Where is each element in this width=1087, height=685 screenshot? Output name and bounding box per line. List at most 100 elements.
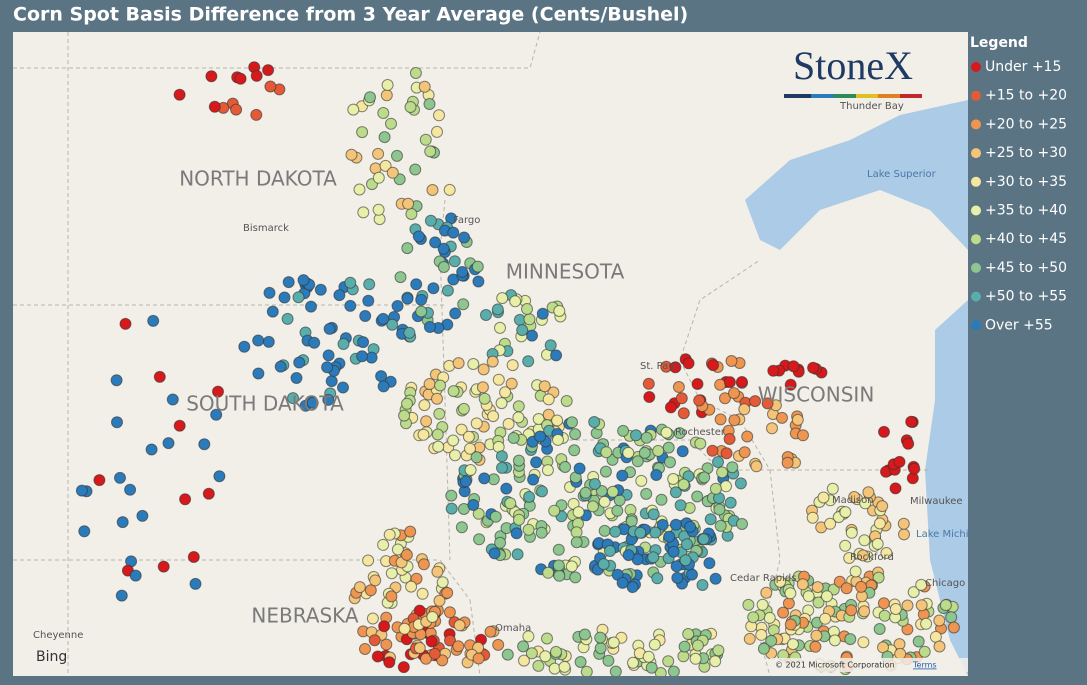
location-point <box>495 397 508 410</box>
location-point <box>314 283 327 296</box>
location-point <box>617 424 630 437</box>
location-point <box>425 635 438 648</box>
location-point <box>459 475 472 488</box>
location-point <box>893 455 906 468</box>
location-point <box>626 581 639 594</box>
location-point <box>915 599 928 612</box>
location-point <box>189 577 202 590</box>
location-point <box>432 440 445 453</box>
legend-title: Legend <box>970 35 1028 51</box>
location-point <box>565 560 578 573</box>
location-point <box>379 159 392 172</box>
location-point <box>145 443 158 456</box>
location-point <box>709 655 722 668</box>
location-point <box>403 326 416 339</box>
location-point <box>110 374 123 387</box>
location-point <box>781 456 794 469</box>
location-point <box>691 639 704 652</box>
location-point <box>263 286 276 299</box>
legend-label[interactable]: +25 to +30 <box>985 145 1067 161</box>
location-point <box>322 393 335 406</box>
location-point <box>548 504 561 517</box>
location-point <box>669 486 682 499</box>
location-point <box>501 648 514 661</box>
location-point <box>409 163 422 176</box>
location-point <box>542 566 555 579</box>
location-point <box>401 397 413 410</box>
location-point <box>431 565 444 578</box>
location-point <box>305 300 317 313</box>
location-point <box>423 98 436 110</box>
location-point <box>704 513 717 526</box>
location-point <box>713 503 726 516</box>
legend-label[interactable]: +40 to +45 <box>985 231 1067 247</box>
location-point <box>809 640 822 653</box>
legend-label[interactable]: +50 to +55 <box>985 289 1067 305</box>
legend-label[interactable]: +45 to +50 <box>985 260 1067 276</box>
location-point <box>496 461 508 474</box>
location-point <box>448 255 461 268</box>
location-point <box>378 131 391 144</box>
location-point <box>532 413 545 425</box>
location-point <box>544 339 557 352</box>
city-label: Milwaukee <box>910 496 963 507</box>
location-point <box>484 625 497 638</box>
location-point <box>401 292 414 305</box>
location-point <box>472 507 485 520</box>
location-point <box>897 517 910 530</box>
location-point <box>902 437 915 450</box>
location-point <box>491 303 504 316</box>
location-point <box>166 393 179 406</box>
location-point <box>647 551 660 564</box>
legend-label[interactable]: Under +15 <box>985 59 1061 75</box>
location-point <box>377 312 390 325</box>
location-point <box>522 355 535 368</box>
location-point <box>757 642 770 655</box>
location-point <box>714 519 727 532</box>
location-point <box>920 617 933 630</box>
location-point <box>434 379 447 392</box>
logo: StoneX <box>793 43 913 88</box>
legend-label[interactable]: +20 to +25 <box>985 116 1067 132</box>
location-point <box>344 276 357 289</box>
location-point <box>720 447 733 460</box>
location-point <box>599 465 612 478</box>
location-point <box>208 100 221 113</box>
location-point <box>157 560 170 573</box>
location-point <box>445 502 458 515</box>
location-point <box>811 581 824 594</box>
location-point <box>604 545 616 557</box>
location-point <box>691 378 704 390</box>
location-point <box>796 578 809 591</box>
location-point <box>457 402 470 415</box>
location-point <box>518 654 530 667</box>
location-point <box>449 449 461 462</box>
location-point <box>541 464 554 477</box>
location-point <box>878 425 890 438</box>
location-point <box>410 278 423 291</box>
location-point <box>530 456 543 469</box>
location-point <box>905 415 918 428</box>
legend-label[interactable]: Over +55 <box>985 317 1053 333</box>
location-point <box>444 634 456 647</box>
location-point <box>871 537 884 550</box>
location-point <box>828 634 841 647</box>
location-point <box>878 609 891 622</box>
location-point <box>210 408 223 421</box>
location-point <box>672 381 685 393</box>
location-point <box>409 67 422 79</box>
location-point <box>873 517 886 530</box>
location-point <box>347 103 360 116</box>
legend-label[interactable]: +15 to +20 <box>985 88 1067 104</box>
terms-link[interactable]: Terms <box>912 661 937 670</box>
location-point <box>536 485 548 498</box>
location-point <box>724 496 737 509</box>
location-point <box>889 482 902 495</box>
legend-label[interactable]: +30 to +35 <box>985 174 1067 190</box>
location-point <box>404 101 417 113</box>
location-point <box>457 298 470 311</box>
legend-label[interactable]: +35 to +40 <box>985 203 1067 219</box>
location-point <box>513 513 525 526</box>
location-point <box>844 633 857 646</box>
location-point <box>405 580 418 593</box>
